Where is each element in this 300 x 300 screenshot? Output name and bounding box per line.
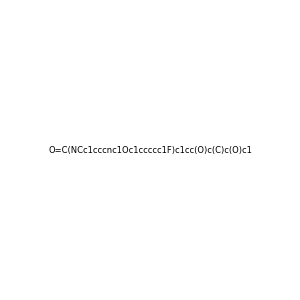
Text: O=C(NCc1cccnc1Oc1ccccc1F)c1cc(O)c(C)c(O)c1: O=C(NCc1cccnc1Oc1ccccc1F)c1cc(O)c(C)c(O)… — [48, 146, 252, 154]
